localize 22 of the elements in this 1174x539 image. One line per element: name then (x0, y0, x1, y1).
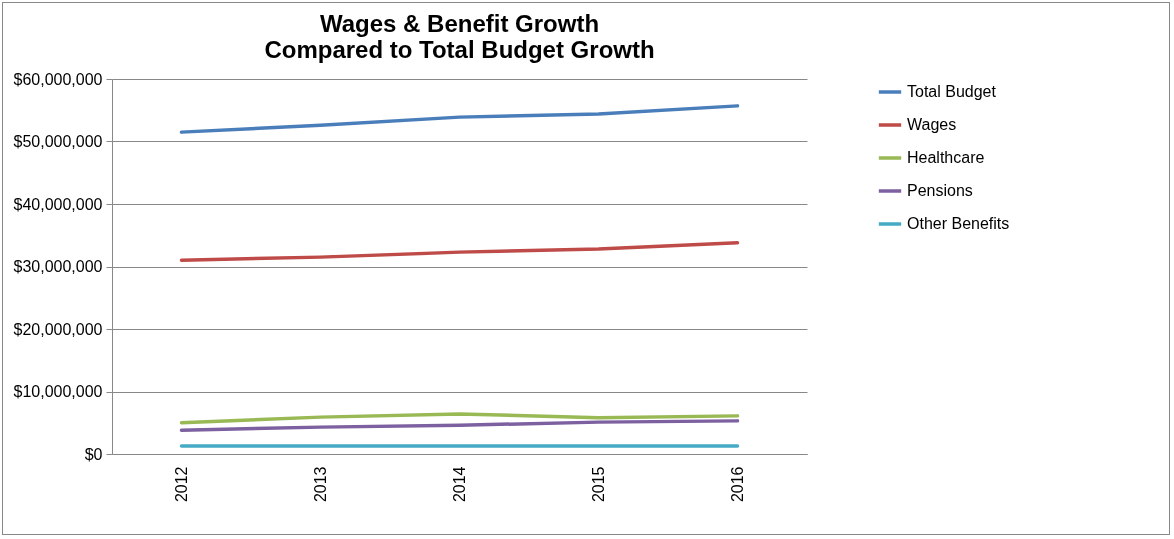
y-tick-label: $20,000,000 (13, 320, 103, 338)
legend-label: Total Budget (907, 83, 997, 100)
y-tick-label: $60,000,000 (13, 70, 103, 88)
x-tick-label: 2015 (590, 466, 607, 503)
x-tick-label: 2014 (451, 466, 468, 503)
line-series (179, 241, 740, 262)
y-tick-label: $50,000,000 (13, 133, 103, 150)
legend-label: Healthcare (907, 149, 985, 166)
line-series (179, 104, 740, 134)
x-tick-label: 2012 (173, 466, 190, 503)
legend-label: Other Benefits (907, 215, 1010, 232)
y-tick-label: $10,000,000 (13, 383, 103, 400)
legend-label: Pensions (907, 182, 973, 199)
y-tick-label: $30,000,000 (13, 258, 103, 275)
legend-label: Wages (907, 116, 957, 133)
y-tick-label: $0 (84, 445, 103, 463)
chart-title: Wages & Benefit Growth Compared to Total Budget Growth (264, 10, 655, 63)
y-tick-label: $40,000,000 (13, 195, 103, 213)
line-series (179, 419, 740, 432)
x-tick-label: 2013 (312, 466, 329, 503)
line-series (179, 412, 740, 425)
x-tick-label: 2016 (729, 466, 746, 503)
